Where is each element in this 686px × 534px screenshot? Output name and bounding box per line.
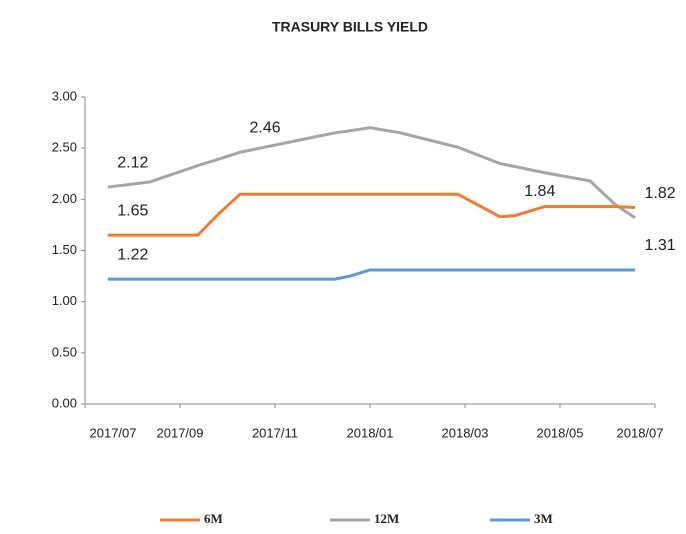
x-tick-label: 2018/07 [617,425,664,440]
legend-label: 3M [534,511,553,526]
y-tick-label: 1.50 [52,242,77,257]
y-tick-label: 2.00 [52,191,77,206]
x-tick-label: 2017/07 [90,425,137,440]
y-tick-label: 3.00 [52,88,77,103]
series-line [107,126,636,220]
data-label: 2.12 [117,154,148,171]
data-label: 1.31 [644,237,675,254]
data-label: 1.84 [524,183,555,200]
y-tick-label: 0.50 [52,344,77,359]
data-label: 1.22 [117,246,148,263]
data-label: 1.65 [117,202,148,219]
x-tick-label: 2018/03 [442,425,489,440]
x-tick-label: 2018/01 [347,425,394,440]
legend-label: 6M [204,511,223,526]
x-tick-label: 2017/11 [252,425,298,440]
x-tick-label: 2017/09 [157,425,204,440]
series-line [107,268,636,281]
x-tick-label: 2018/05 [536,425,583,440]
y-tick-label: 2.50 [52,140,77,155]
data-label: 1.82 [644,185,675,202]
data-label: 2.46 [249,119,280,136]
chart-title: TRASURY BILLS YIELD [272,19,428,35]
y-tick-label: 0.00 [52,395,77,410]
y-tick-label: 1.00 [52,293,77,308]
legend-label: 12M [374,511,399,526]
series-line [107,192,636,237]
